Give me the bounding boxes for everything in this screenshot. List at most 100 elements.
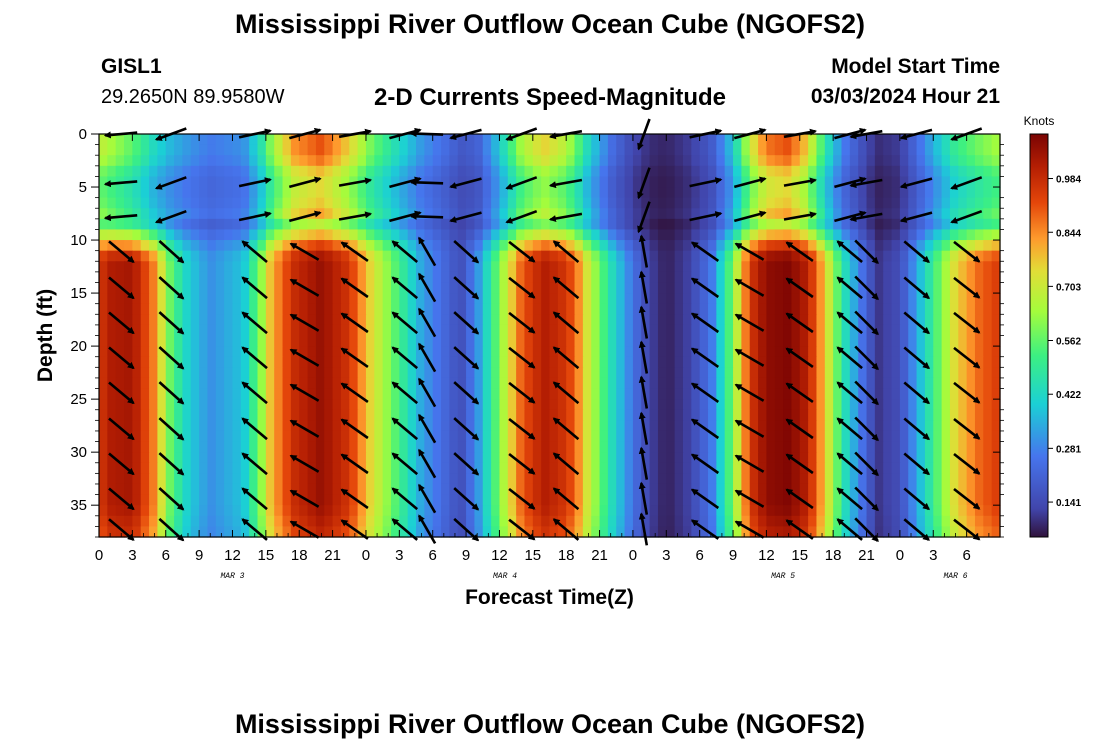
- heatmap-cell: [349, 515, 359, 527]
- heatmap-cell: [215, 505, 225, 517]
- heatmap-cell: [682, 314, 692, 326]
- heatmap-cell: [399, 409, 409, 421]
- heatmap-cell: [315, 165, 325, 178]
- heatmap-cell: [207, 218, 217, 231]
- heatmap-cell: [349, 303, 359, 315]
- heatmap-cell: [541, 367, 551, 379]
- heatmap-cell: [424, 282, 434, 294]
- heatmap-cell: [324, 229, 334, 241]
- heatmap-cell: [616, 430, 626, 443]
- heatmap-cell: [791, 505, 801, 517]
- heatmap-cell: [741, 218, 751, 231]
- heatmap-cell: [190, 483, 200, 496]
- heatmap-cell: [207, 134, 217, 146]
- heatmap-cell: [691, 229, 701, 241]
- heatmap-cell: [466, 505, 476, 517]
- heatmap-cell: [407, 229, 417, 241]
- heatmap-cell: [482, 314, 492, 326]
- heatmap-cell: [891, 399, 901, 411]
- heatmap-cell: [457, 293, 467, 305]
- heatmap-cell: [474, 346, 484, 358]
- heatmap-cell: [507, 165, 517, 178]
- heatmap-cell: [624, 229, 634, 241]
- heatmap-cell: [941, 356, 951, 368]
- heatmap-cell: [924, 314, 934, 326]
- heatmap-cell: [224, 250, 234, 262]
- x-axis-label: Forecast Time(Z): [465, 586, 634, 609]
- heatmap-cell: [666, 367, 676, 379]
- heatmap-cell: [99, 261, 108, 273]
- heatmap-cell: [324, 250, 334, 262]
- heatmap-cell: [874, 197, 884, 209]
- heatmap-cell: [265, 250, 275, 262]
- heatmap-cell: [641, 134, 651, 146]
- heatmap-cell: [207, 282, 217, 294]
- date-label: MAR 5: [771, 572, 795, 581]
- heatmap-cell: [399, 430, 409, 443]
- heatmap-cell: [791, 293, 801, 305]
- heatmap-cell: [599, 377, 609, 390]
- heatmap-cell: [449, 293, 459, 305]
- heatmap-cell: [991, 271, 1001, 284]
- heatmap-cell: [299, 155, 309, 167]
- heatmap-cell: [124, 452, 133, 464]
- heatmap-cell: [682, 399, 692, 411]
- heatmap-cell: [824, 271, 834, 284]
- heatmap-cell: [407, 282, 417, 294]
- heatmap-cell: [482, 388, 492, 400]
- heatmap-cell: [324, 208, 334, 220]
- heatmap-cell: [374, 229, 384, 241]
- heatmap-cell: [833, 430, 843, 443]
- heatmap-cell: [174, 218, 184, 231]
- heatmap-cell: [315, 494, 325, 506]
- heatmap-cell: [666, 282, 676, 294]
- heatmap-cell: [833, 505, 843, 517]
- heatmap-cell: [124, 526, 133, 538]
- heatmap-cell: [157, 346, 167, 358]
- heatmap-cell: [866, 197, 876, 209]
- heatmap-cell: [482, 324, 492, 337]
- heatmap-cell: [265, 346, 275, 358]
- heatmap-cell: [132, 483, 142, 496]
- heatmap-cell: [140, 367, 150, 379]
- heatmap-cell: [657, 483, 667, 496]
- heatmap-cell: [941, 388, 951, 400]
- heatmap-cell: [591, 261, 601, 273]
- heatmap-cell: [708, 218, 717, 231]
- heatmap-cell: [599, 314, 609, 326]
- heatmap-cell: [632, 229, 642, 241]
- heatmap-cell: [224, 144, 234, 156]
- heatmap-cell: [991, 430, 1001, 443]
- heatmap-cell: [824, 282, 834, 294]
- heatmap-cell: [99, 346, 108, 358]
- current-vector-arrow: [734, 313, 765, 332]
- heatmap-cell: [716, 324, 726, 337]
- heatmap-cell: [624, 473, 634, 485]
- heatmap-cell: [891, 176, 901, 188]
- heatmap-cell: [557, 346, 567, 358]
- heatmap-cell: [199, 420, 209, 432]
- heatmap-cell: [424, 240, 434, 252]
- heatmap-cell: [799, 420, 809, 432]
- heatmap-cell: [399, 515, 409, 527]
- heatmap-cell: [808, 441, 818, 453]
- heatmap-cell: [499, 441, 509, 453]
- heatmap-cell: [249, 494, 259, 506]
- heatmap-cell: [432, 144, 442, 156]
- heatmap-cell: [774, 187, 784, 199]
- heatmap-cell: [524, 282, 534, 294]
- heatmap-cell: [733, 367, 742, 379]
- heatmap-cell: [432, 314, 442, 326]
- heatmap-cell: [599, 271, 609, 284]
- heatmap-cell: [733, 377, 742, 390]
- heatmap-cell: [466, 409, 476, 421]
- heatmap-cell: [315, 515, 325, 527]
- heatmap-cell: [841, 240, 851, 252]
- heatmap-cell: [849, 452, 859, 464]
- heatmap-cell: [624, 218, 634, 231]
- heatmap-cell: [190, 367, 200, 379]
- heatmap-cell: [991, 367, 1001, 379]
- heatmap-cell: [958, 176, 968, 188]
- heatmap-cell: [132, 409, 142, 421]
- heatmap-cell: [682, 377, 692, 390]
